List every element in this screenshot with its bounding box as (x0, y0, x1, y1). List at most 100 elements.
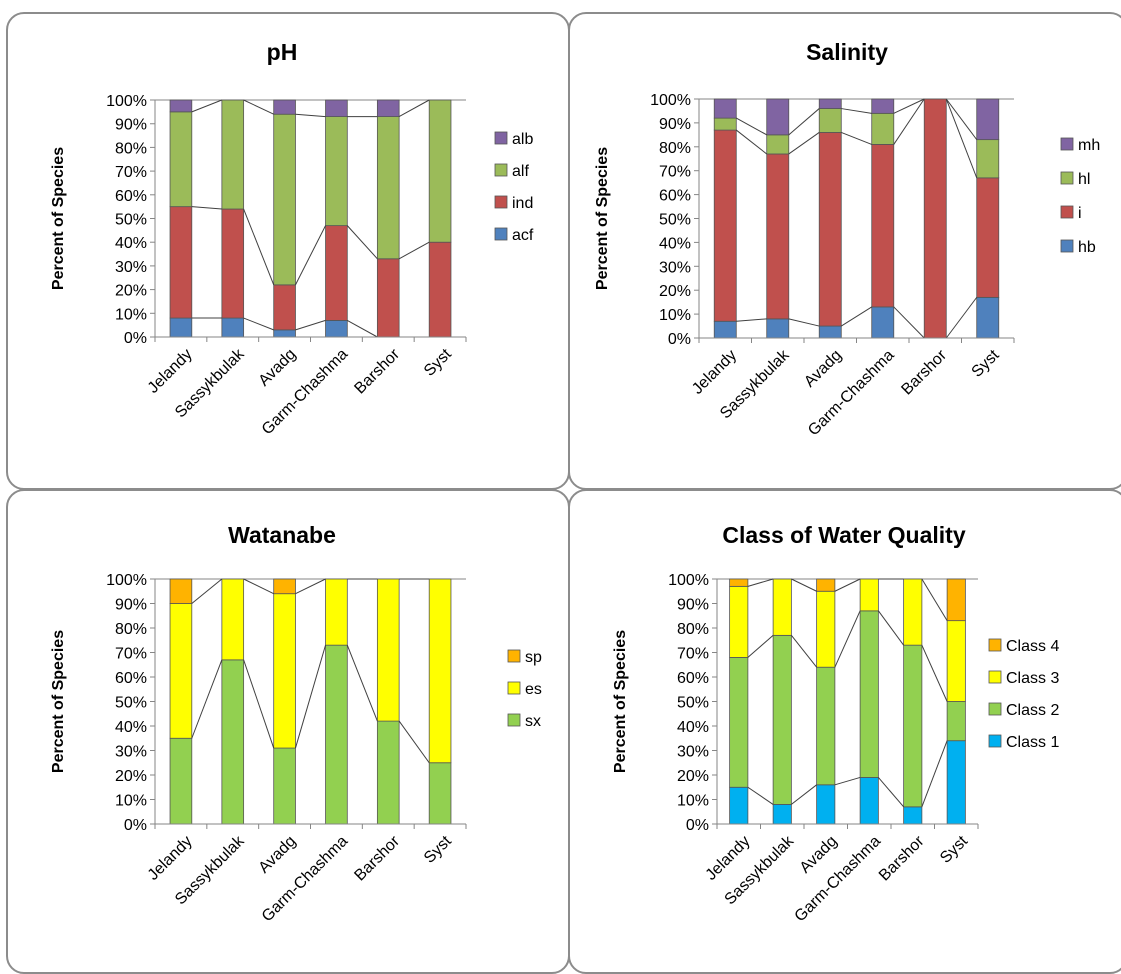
y-tick-label: 0% (124, 817, 147, 834)
bar-sp-jelandy (169, 578, 193, 604)
series-line-alf (243, 99, 274, 115)
bar-alb-avadg (273, 99, 296, 115)
y-tick-label: 50% (659, 212, 691, 229)
legend-label-mh: mh (1078, 137, 1100, 154)
bar-hb-sassykbulak (766, 318, 790, 339)
y-tick-label: 30% (659, 259, 691, 276)
bar-i-jelandy (713, 129, 737, 322)
chart-panel-watanabe: Watanabe Percent of Species 0% 10% 20% 30% 40%… (6, 489, 570, 974)
y-tick-label: 60% (115, 670, 147, 687)
y-tick-label: 30% (115, 259, 147, 276)
y-tick-label: 70% (115, 646, 147, 663)
y-tick-label: 20% (677, 768, 709, 785)
bar-ind-barshor (376, 258, 400, 338)
y-axis-label: Percent of Species (594, 147, 611, 290)
series-line-sx (294, 645, 327, 749)
bar-class-3-syst (946, 620, 966, 702)
legend-swatch-i (1060, 205, 1074, 219)
legend-swatch-hl (1060, 171, 1074, 185)
bar-alb-barshor (376, 99, 400, 117)
bar-es-barshor (376, 578, 400, 722)
bar-ind-avadg (273, 284, 296, 331)
series-line-class-2 (790, 635, 818, 668)
legend-label-class-2: Class 2 (1006, 702, 1059, 719)
series-line-class-1 (878, 777, 904, 808)
bar-alf-jelandy (169, 111, 193, 208)
bar-sp-avadg (273, 578, 296, 595)
chart-watanabe: Watanabe Percent of Species 0% 10% 20% 30% 40%… (50, 522, 542, 925)
y-tick-label: 70% (659, 164, 691, 181)
series-line-hl (893, 98, 925, 114)
bar-hb-syst (976, 296, 1000, 339)
y-tick-label: 50% (115, 695, 147, 712)
y-tick-label: 0% (686, 817, 709, 834)
bar-hl-syst (976, 139, 1000, 179)
bar-es-garm-chashma (325, 578, 348, 646)
y-tick-label: 30% (115, 744, 147, 761)
legend-label-i: i (1078, 205, 1082, 222)
x-tick-label: Avadg (256, 346, 300, 390)
legend-label-class-4: Class 4 (1006, 638, 1059, 655)
legend-label-class-1: Class 1 (1006, 734, 1059, 751)
x-tick-label: Syst (421, 345, 455, 379)
y-axis-label: Percent of Species (50, 630, 67, 773)
series-line-hl (945, 98, 978, 140)
legend-swatch-alb (494, 131, 508, 145)
y-tick-label: 80% (677, 621, 709, 638)
y-tick-label: 90% (115, 597, 147, 614)
y-axis-label: Percent of Species (612, 630, 629, 773)
bar-sx-sassykbulak (221, 659, 245, 825)
bar-class-3-barshor (903, 578, 923, 646)
y-tick-label: 40% (115, 719, 147, 736)
bar-sx-avadg (273, 747, 296, 825)
y-tick-label: 80% (115, 621, 147, 638)
x-tick-label: Jelandy (145, 346, 196, 397)
bar-hl-avadg (818, 108, 842, 133)
y-tick-label: 40% (659, 235, 691, 252)
bar-class-1-barshor (903, 806, 923, 825)
bar-mh-jelandy (713, 98, 737, 119)
bar-es-jelandy (169, 603, 193, 739)
bar-acf-sassykbulak (221, 317, 245, 338)
series-line-i (893, 98, 925, 145)
bar-es-avadg (273, 593, 296, 749)
bar-i-sassykbulak (766, 153, 790, 320)
chart-panel-water-quality: Class of Water Quality Percent of Species… (568, 489, 1121, 974)
series-line-class-2 (921, 644, 948, 702)
y-tick-label: 80% (659, 140, 691, 157)
bar-hl-sassykbulak (766, 134, 790, 155)
series-line-class-3 (921, 578, 948, 621)
bar-class-2-barshor (903, 644, 923, 808)
x-tick-label: Barshor (898, 346, 950, 398)
series-line-ind (295, 225, 326, 286)
y-tick-label: 20% (659, 283, 691, 300)
bar-acf-avadg (273, 329, 296, 338)
x-tick-label: Avadg (256, 833, 300, 877)
legend-label-sx: sx (525, 713, 541, 730)
bar-acf-jelandy (169, 317, 193, 338)
series-line-hl (841, 108, 872, 114)
series-line-ind (398, 241, 430, 260)
series-line-class-1 (747, 786, 774, 805)
bar-class-2-syst (946, 701, 966, 742)
series-line-es (191, 578, 223, 604)
legend-label-alb: alb (512, 131, 533, 148)
y-tick-label: 10% (677, 793, 709, 810)
series-line-hl (736, 117, 767, 136)
y-tick-label: 70% (677, 646, 709, 663)
bar-class-1-garm-chashma (859, 777, 879, 825)
y-tick-label: 50% (677, 695, 709, 712)
series-line-i (788, 132, 820, 155)
series-line-class-2 (834, 610, 861, 668)
legend-swatch-class-4 (988, 638, 1002, 652)
bar-i-garm-chashma (871, 144, 895, 308)
x-tick-label: Syst (969, 346, 1003, 380)
series-line-sx (191, 659, 223, 739)
legend-swatch-alf (494, 163, 508, 177)
bar-class-4-jelandy (729, 578, 749, 587)
bar-hb-avadg (818, 325, 842, 339)
y-tick-label: 90% (677, 597, 709, 614)
y-tick-label: 60% (677, 670, 709, 687)
series-line-acf (295, 319, 326, 331)
series-line-i (735, 129, 768, 155)
